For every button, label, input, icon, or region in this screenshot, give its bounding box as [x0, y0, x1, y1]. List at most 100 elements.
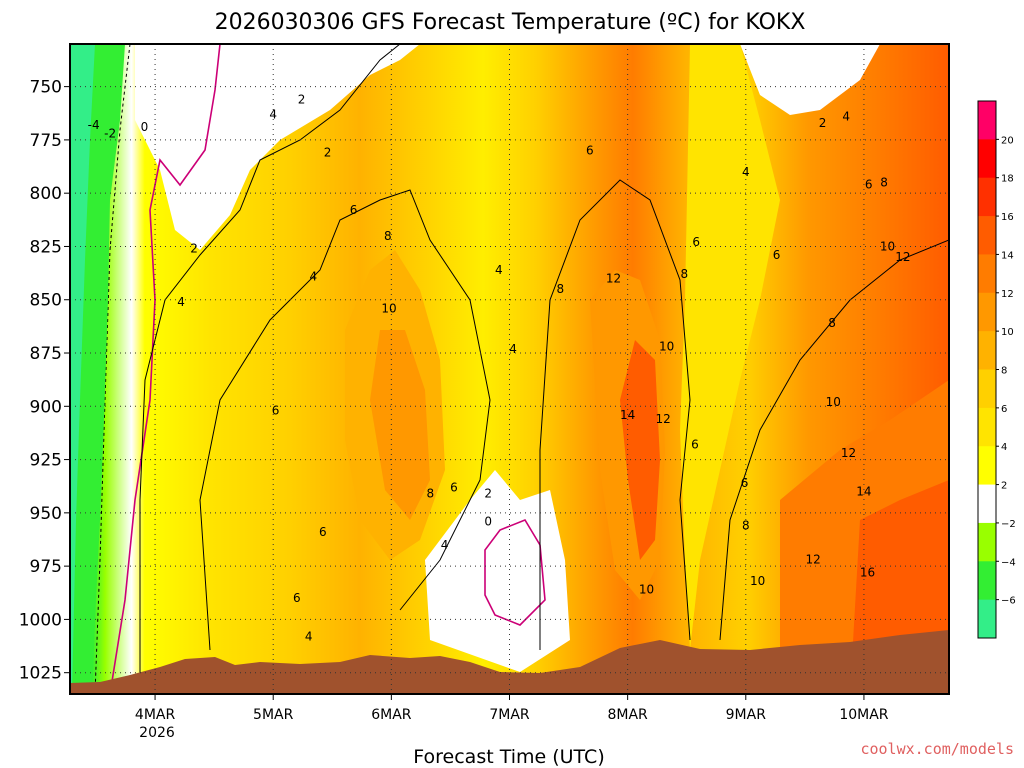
colorbar-swatch [978, 254, 996, 294]
x-tick-label-4MAR: 4MAR [135, 707, 176, 723]
contour-label: 8 [427, 487, 435, 501]
isotherm-6 [199, 189, 491, 651]
contour-label: 10 [659, 340, 674, 354]
contour-labels: -4 -2 0 2 4 4 2 2 4 6 8 10 6 6 8 6 4 6 4 2 0 4 4 6 8 12 6 8 10 14 12 6 1… [88, 92, 911, 643]
subfreezing-core [70, 44, 95, 694]
white-top-right [740, 44, 880, 115]
colorbar-label: 6 [1001, 404, 1007, 415]
warm-pocket-day6-inner [370, 330, 430, 520]
contour-label: 6 [319, 525, 327, 539]
contour-label: 8 [384, 229, 392, 243]
contour-label: 10 [750, 574, 765, 588]
contour-label: 8 [742, 519, 750, 533]
contour-label: 6 [741, 476, 749, 490]
freezing-contour [109, 44, 221, 694]
y-tick-label-750: 750 [30, 78, 62, 98]
colorbar-label: 4 [1001, 442, 1007, 453]
x-tick-label-7MAR: 7MAR [489, 707, 530, 723]
colorbar-swatch [978, 177, 996, 217]
isotherm-neg2 [94, 44, 131, 694]
contour-label: 6 [773, 248, 781, 262]
contour-label: -4 [88, 118, 100, 132]
contour-label: 2 [298, 92, 306, 106]
colorbar-swatch [978, 139, 996, 179]
contour-label: 6 [691, 438, 699, 452]
contour-label: 0 [484, 514, 492, 528]
contour-label: 8 [880, 176, 888, 190]
contour-label: 4 [509, 342, 517, 356]
colorbar-label: −2 [1001, 519, 1016, 530]
contour-label: 4 [310, 269, 318, 283]
colorbar-swatch [978, 292, 996, 332]
contour-label: -2 [104, 127, 116, 141]
warm-pocket-day8-inner [620, 340, 660, 560]
y-tick-label-775: 775 [30, 131, 62, 151]
contour-label: 12 [841, 446, 856, 460]
contour-label: 2 [819, 116, 827, 130]
contour-label: 12 [606, 271, 621, 285]
y-tick-label-975: 975 [30, 557, 62, 577]
isotherm-10 [719, 239, 949, 641]
credit-label: coolwx.com/models [860, 740, 1014, 758]
colorbar-label: 16 [1001, 212, 1014, 223]
colorbar-label: 8 [1001, 366, 1007, 377]
colorbar-swatch [978, 446, 996, 486]
x-tick-label-5MAR: 5MAR [253, 707, 294, 723]
grid [70, 44, 949, 694]
colorbar-swatch [978, 407, 996, 447]
contour-label: 6 [272, 404, 280, 418]
y-tick-label-950: 950 [30, 504, 62, 524]
contour-label: 4 [305, 629, 313, 643]
contour-label: 4 [269, 107, 277, 121]
colorbar-label: 18 [1001, 174, 1014, 185]
contour-label: 10 [880, 239, 895, 253]
colorbar-swatch [978, 369, 996, 409]
contour-label: 0 [141, 120, 149, 134]
x-tick-label-9MAR: 9MAR [726, 707, 767, 723]
y-tick-label-850: 850 [30, 291, 62, 311]
cold-region-upper [135, 44, 420, 250]
colorbar-label: −6 [1001, 596, 1016, 607]
colorbar-label: 12 [1001, 289, 1014, 300]
colorbar-label: 14 [1001, 250, 1014, 261]
contour-label: 4 [495, 263, 503, 277]
contour-label: 4 [842, 109, 850, 123]
colorbar-swatch [978, 331, 996, 370]
x-tick-label-8MAR: 8MAR [607, 707, 648, 723]
colorbar-swatch [978, 561, 996, 601]
contour-label: 12 [805, 553, 820, 567]
colorbar-label: 20 [1001, 135, 1014, 146]
isotherm-2 [139, 44, 401, 690]
contour-label: 6 [586, 144, 594, 158]
x-axis-label: Forecast Time (UTC) [413, 746, 604, 768]
x-tick-label-6MAR: 6MAR [371, 707, 412, 723]
contour-label: 2 [190, 242, 198, 256]
contour-label: 4 [177, 295, 185, 309]
contour-label: 4 [441, 538, 449, 552]
contour-label: 2 [324, 146, 332, 160]
contour-label: 6 [692, 235, 700, 249]
contour-label: 14 [620, 408, 635, 422]
ground-terrain [70, 630, 949, 694]
x-axis: 4MAR 5MAR 6MAR 7MAR 8MAR 9MAR 10MAR [135, 694, 889, 723]
colorbar: −6 −4 −2 2 4 6 8 10 12 14 16 18 20 [977, 100, 1016, 639]
contour-label: 10 [381, 301, 396, 315]
contour-label: 8 [681, 267, 689, 281]
y-tick-label-900: 900 [30, 397, 62, 417]
plot-area [70, 44, 949, 694]
contour-label: 10 [826, 395, 841, 409]
contour-label: 8 [556, 282, 564, 296]
x-year-label: 2026 [139, 725, 175, 741]
contour-label: 6 [450, 480, 458, 494]
colorbar-swatch [978, 484, 996, 524]
cool-region-day9 [680, 44, 780, 650]
contour-label: 10 [639, 583, 654, 597]
y-tick-label-825: 825 [30, 237, 62, 257]
contour-label: 12 [895, 250, 910, 264]
x-tick-label-10MAR: 10MAR [839, 707, 888, 723]
isotherm-8 [539, 179, 691, 650]
contour-label: 4 [742, 165, 750, 179]
contour-label: 6 [350, 203, 358, 217]
y-axis: 750 775 800 825 850 875 900 925 950 975 1000 1025 [19, 78, 70, 684]
